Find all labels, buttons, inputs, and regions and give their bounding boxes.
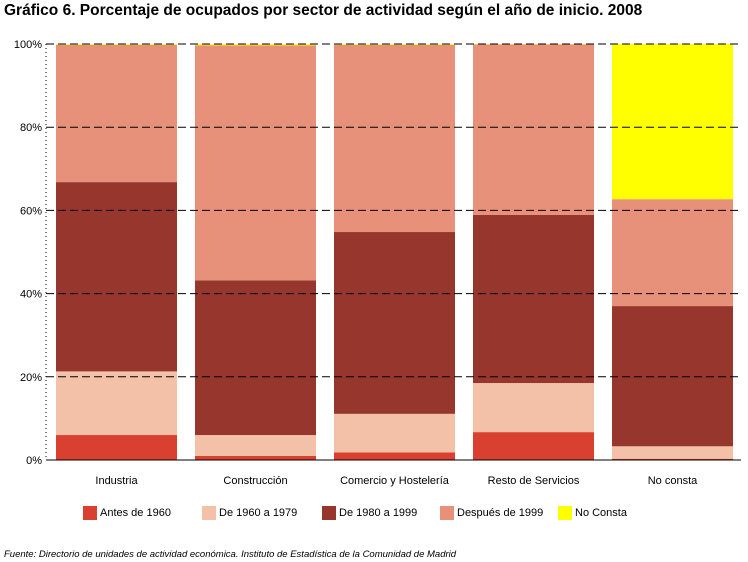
- bar-segment: [56, 435, 177, 460]
- bar-segment: [56, 44, 177, 183]
- bar-segment: [195, 44, 316, 46]
- x-tick-label: Resto de Servicios: [488, 475, 580, 487]
- x-tick-label: Comercio y Hostelería: [340, 475, 450, 487]
- legend-swatch: [558, 506, 572, 520]
- bar-segment: [473, 383, 594, 433]
- x-tick-label: Construcción: [223, 475, 287, 487]
- x-tick-label: No consta: [648, 475, 698, 487]
- legend-label: De 1980 a 1999: [339, 507, 418, 519]
- bar-segment: [612, 44, 733, 200]
- grid-layer: [46, 43, 741, 378]
- y-tick-label: 100%: [14, 39, 42, 51]
- bar-segment: [473, 432, 594, 460]
- legend-item: Después de 1999: [440, 505, 543, 521]
- legend-swatch: [440, 506, 454, 520]
- stacked-bar-chart: Industria Construcción Comercio y Hosteler…: [14, 39, 741, 487]
- y-tick-label: 60%: [20, 205, 42, 217]
- bar-segment: [195, 45, 316, 281]
- x-tick-label: Industria: [95, 475, 138, 487]
- source-note: Fuente: Directorio de unidades de activi…: [4, 549, 457, 560]
- legend-item: De 1980 a 1999: [322, 505, 417, 521]
- legend-swatch: [202, 506, 216, 520]
- bar-segment: [56, 371, 177, 436]
- bar-segment: [195, 455, 316, 460]
- bar-segment: [473, 214, 594, 384]
- bar-segment: [334, 413, 455, 453]
- y-tick-label: 0%: [26, 455, 42, 467]
- y-tick-label: 40%: [20, 289, 42, 301]
- legend-label: De 1960 a 1979: [219, 507, 298, 519]
- bar-segment: [612, 199, 733, 307]
- bar-segment: [334, 452, 455, 460]
- bar-segment: [612, 306, 733, 447]
- bar-segment: [195, 435, 316, 456]
- y-tick-label: 80%: [20, 122, 42, 134]
- bar-segment: [334, 232, 455, 414]
- legend-item: No Consta: [558, 505, 627, 521]
- bar-segment: [334, 44, 455, 233]
- legend-item: De 1960 a 1979: [202, 505, 297, 521]
- chart-title: Gráfico 6. Porcentaje de ocupados por se…: [4, 2, 643, 19]
- axis-layer: Industria Construcción Comercio y Hosteler…: [14, 39, 741, 487]
- legend-label: No Consta: [575, 507, 627, 519]
- bar-segment: [612, 446, 733, 459]
- legend: Antes de 1960 De 1960 a 1979 De 1980 a 199…: [0, 505, 748, 521]
- bar-segment: [195, 280, 316, 436]
- legend-label: Después de 1999: [457, 507, 544, 519]
- bar-segment: [473, 44, 594, 215]
- legend-swatch: [322, 506, 336, 520]
- bars-layer: [56, 44, 733, 460]
- legend-swatch: [83, 506, 97, 520]
- legend-item: Antes de 1960: [83, 505, 171, 521]
- bar-segment: [56, 44, 177, 45]
- legend-label: Antes de 1960: [100, 507, 171, 519]
- bar-segment: [56, 182, 177, 372]
- y-tick-label: 20%: [20, 372, 42, 384]
- bar-segment: [612, 458, 733, 460]
